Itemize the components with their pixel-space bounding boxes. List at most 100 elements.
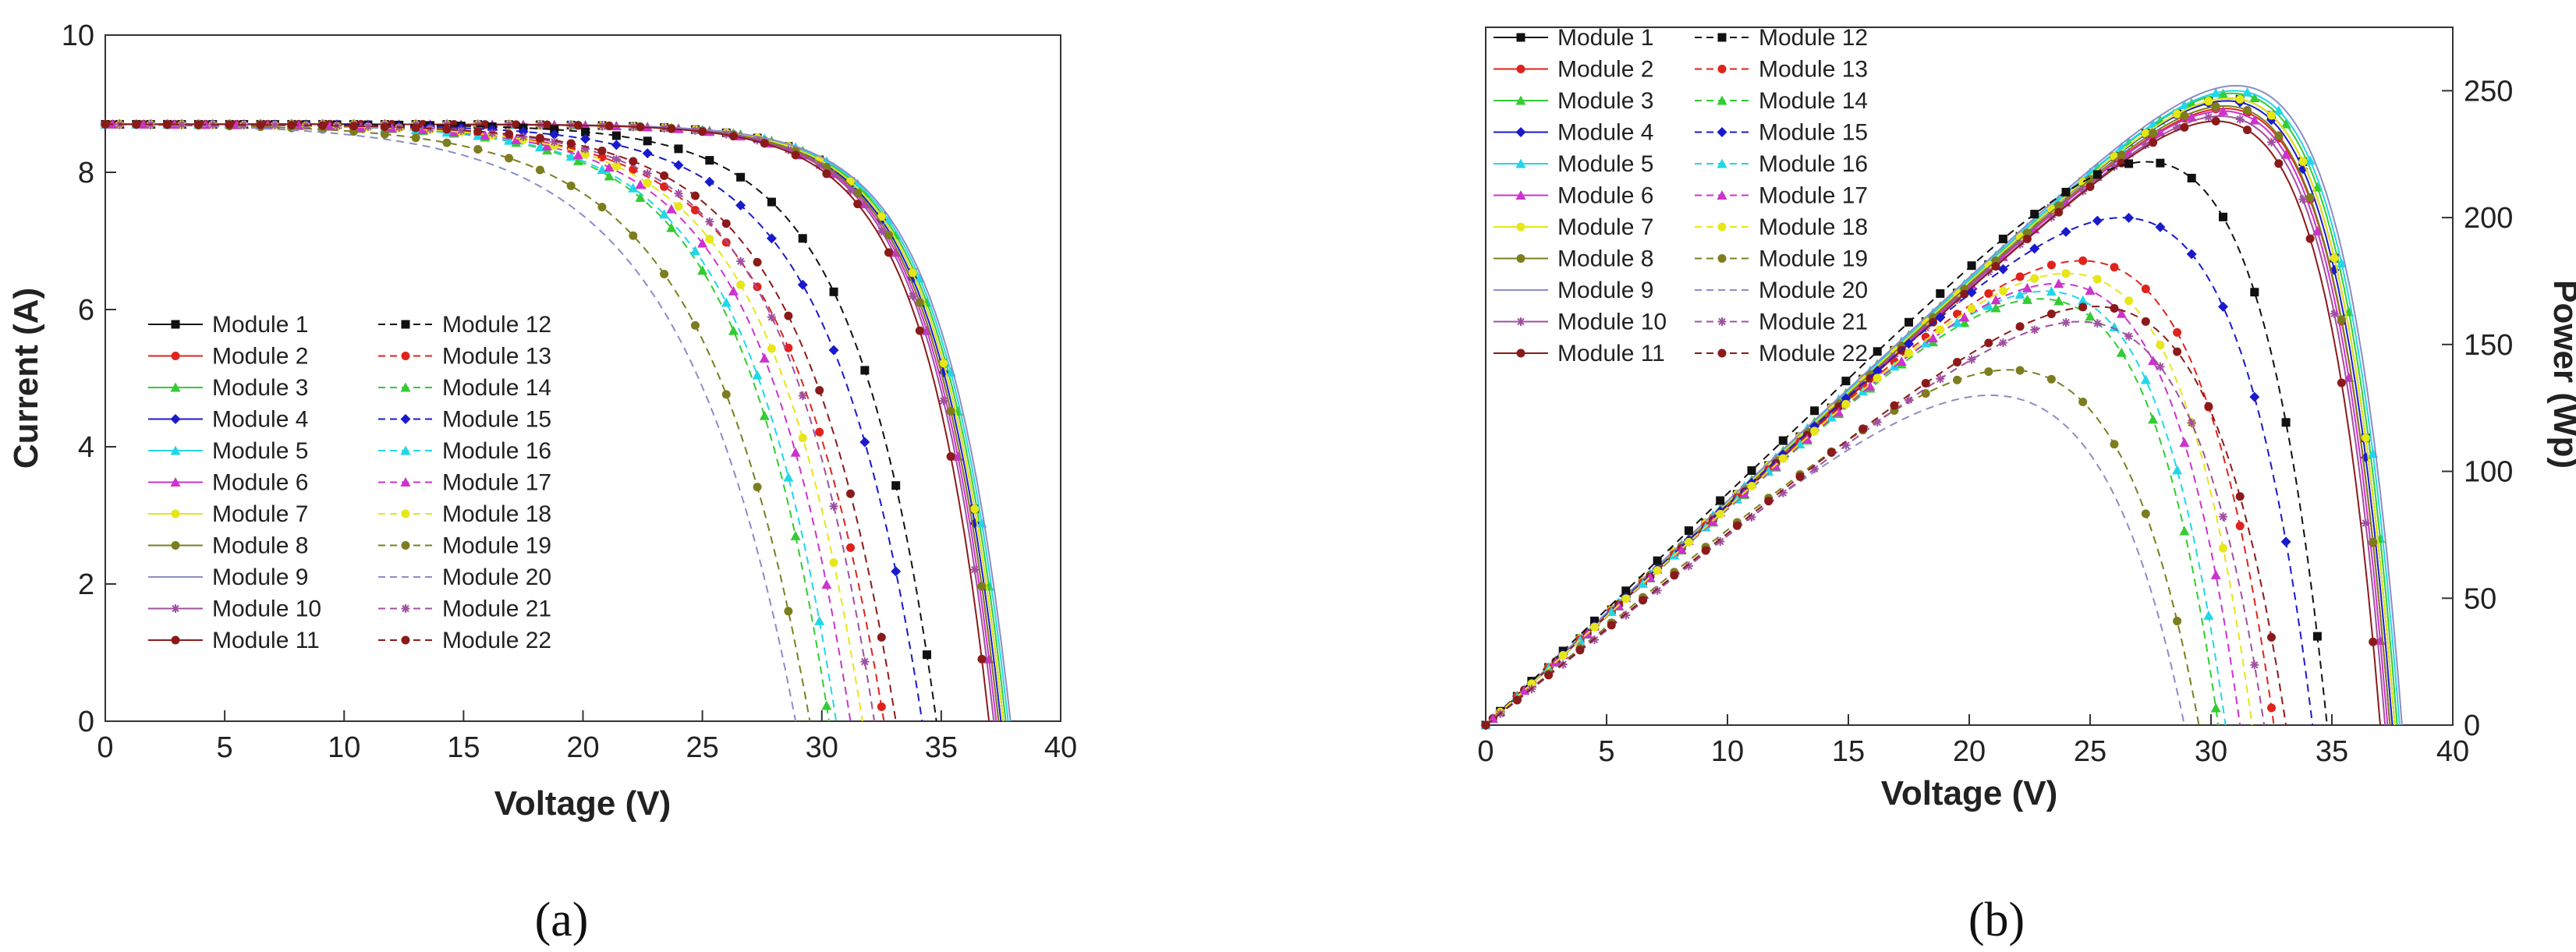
panel-b-legend-marker-module-19 — [1717, 254, 1727, 263]
panel-a-x-tick-label: 20 — [566, 731, 599, 764]
panel-b-point-module-17 — [1990, 295, 2001, 305]
panel-b-point-module-21 — [1621, 610, 1631, 620]
panel-a-legend-label-module-22: Module 22 — [442, 628, 551, 653]
panel-b-legend-marker-module-11 — [1516, 349, 1525, 358]
panel-a-point-module-14 — [604, 171, 615, 181]
panel-a-point-module-21 — [519, 132, 528, 141]
panel-b-point-module-15 — [1997, 264, 2008, 274]
panel-a-point-module-10 — [939, 396, 948, 405]
panel-a-legend-marker-module-1 — [171, 320, 180, 329]
panel-b-point-module-7 — [2015, 232, 2025, 241]
panel-b-y-tick-label: 150 — [2464, 329, 2513, 362]
panel-b-point-module-6 — [1966, 279, 1977, 289]
panel-a-point-module-7 — [908, 268, 917, 278]
panel-b-point-module-11 — [2243, 126, 2252, 135]
panel-b-point-module-12 — [2124, 159, 2134, 168]
panel-b-point-module-19 — [2141, 509, 2150, 518]
panel-a-point-module-17 — [635, 179, 646, 189]
panel-b-legend: Module 1 Module 2 Module 3 Module 4 Module 5… — [1494, 25, 1868, 366]
panel-b-point-module-21 — [2061, 318, 2071, 327]
panel-b-point-module-17 — [2179, 437, 2190, 448]
panel-a-legend-label-module-20: Module 20 — [442, 564, 551, 590]
panel-b-point-module-13 — [2046, 260, 2056, 270]
panel-b-point-module-3 — [2249, 92, 2260, 102]
panel-b-point-module-13 — [2015, 272, 2025, 281]
panel-b-point-module-18 — [1841, 399, 1851, 409]
panel-a-point-module-15 — [766, 233, 777, 244]
panel-a-point-module-17 — [790, 447, 801, 457]
panel-b-point-module-15 — [2186, 249, 2197, 260]
panel-a-legend-marker-module-6 — [170, 477, 181, 487]
panel-a-point-module-15 — [580, 133, 591, 144]
panel-b-point-module-5 — [2210, 87, 2221, 97]
panel-b-point-module-12 — [1810, 406, 1819, 416]
panel-b-point-module-21 — [1905, 395, 1913, 405]
panel-b-point-module-16 — [1952, 317, 1962, 327]
panel-a-point-module-22 — [193, 120, 203, 129]
panel-a-legend-marker-module-3 — [170, 382, 181, 392]
panel-b-point-module-21 — [1936, 374, 1945, 384]
panel-b-point-module-21 — [2187, 418, 2196, 427]
panel-a-legend-label-module-17: Module 17 — [442, 470, 551, 496]
panel-b-point-module-10 — [2298, 195, 2308, 204]
panel-a-legend-marker-module-14 — [400, 382, 411, 392]
panel-b-point-module-12 — [2030, 210, 2039, 219]
panel-b-legend-label-module-9: Module 9 — [1557, 278, 1653, 303]
panel-b-point-module-13 — [2235, 522, 2245, 531]
panel-a-point-module-18 — [611, 161, 621, 171]
panel-b-point-module-22 — [2204, 402, 2213, 411]
panel-b-legend-marker-module-17 — [1717, 190, 1727, 200]
panel-b-point-module-18 — [2156, 341, 2165, 350]
panel-a-legend-marker-module-15 — [400, 414, 411, 424]
panel-b-point-module-11 — [2180, 122, 2189, 132]
panel-a-legend-label-module-7: Module 7 — [212, 501, 308, 527]
panel-a-point-module-18 — [829, 557, 838, 567]
panel-b-point-module-18 — [1998, 286, 2007, 296]
panel-a-legend-label-module-1: Module 1 — [212, 312, 308, 338]
panel-b-point-module-17 — [1676, 544, 1687, 554]
panel-a-point-module-11 — [573, 121, 583, 130]
panel-a-point-module-21 — [705, 217, 714, 226]
panel-b-point-module-21 — [1747, 512, 1756, 522]
panel-a-point-module-13 — [877, 702, 886, 711]
panel-b-point-module-18 — [1590, 622, 1599, 632]
panel-a-point-module-8 — [946, 406, 955, 416]
panel-b-point-module-10 — [2267, 137, 2276, 147]
panel-b-caption: (b) — [1968, 894, 2025, 947]
panel-b-point-module-11 — [2305, 234, 2315, 243]
panel-b-legend-marker-module-21 — [1717, 317, 1727, 326]
panel-b-point-module-10 — [2235, 115, 2245, 124]
panel-a-point-module-11 — [512, 120, 521, 129]
panel-a-iv-chart: 0 5 10 15 20 25 30 35 40 0 2 4 6 8 10 Module 1 Module 2… — [7, 19, 1077, 947]
panel-b-legend-label-module-19: Module 19 — [1759, 246, 1868, 272]
panel-a-point-module-17 — [387, 122, 397, 133]
panel-a-point-module-10 — [784, 145, 793, 154]
panel-b-point-module-22 — [1764, 497, 1773, 506]
panel-b-point-module-13 — [2141, 285, 2150, 294]
panel-b-point-module-8 — [2369, 537, 2378, 547]
panel-b-legend-label-module-13: Module 13 — [1759, 57, 1868, 83]
panel-a-point-module-8 — [884, 230, 893, 239]
panel-a-point-module-10 — [846, 186, 855, 195]
panel-b-point-module-22 — [1953, 358, 1961, 367]
panel-b-legend-marker-module-10 — [1516, 317, 1525, 326]
panel-a-point-module-11 — [822, 169, 831, 179]
panel-b-point-module-8 — [2180, 111, 2189, 121]
panel-a-point-module-14 — [635, 192, 646, 202]
panel-b-legend-label-module-16: Module 16 — [1759, 151, 1868, 177]
panel-b-point-module-17 — [1802, 434, 1812, 444]
panel-b-legend-marker-module-22 — [1717, 349, 1727, 358]
panel-b-point-module-22 — [2046, 310, 2056, 319]
panel-b-point-module-21 — [1998, 338, 2007, 348]
panel-b-point-module-14 — [2116, 347, 2127, 357]
panel-b-point-module-11 — [2274, 159, 2284, 168]
panel-b-point-module-18 — [2092, 274, 2102, 284]
panel-b-point-module-19 — [1921, 389, 1930, 398]
panel-b-point-module-7 — [2361, 434, 2370, 443]
panel-b-legend-label-module-18: Module 18 — [1759, 214, 1868, 240]
panel-a-point-module-16 — [783, 472, 794, 482]
panel-b-point-module-12 — [1967, 261, 1976, 271]
panel-a-point-module-22 — [380, 122, 389, 132]
panel-a-point-module-6 — [859, 199, 870, 209]
